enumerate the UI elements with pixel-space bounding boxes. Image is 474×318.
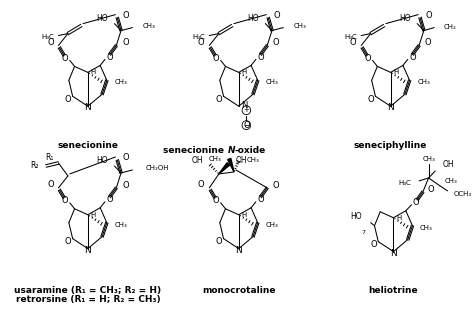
Text: O: O xyxy=(62,196,68,205)
Text: CH₃: CH₃ xyxy=(143,23,155,29)
Text: CH₃: CH₃ xyxy=(417,79,430,85)
Text: CH₃: CH₃ xyxy=(209,156,222,162)
Text: O: O xyxy=(413,198,419,207)
Text: OH: OH xyxy=(443,161,455,169)
Text: HO: HO xyxy=(96,156,108,165)
Text: N: N xyxy=(236,245,242,255)
Text: H: H xyxy=(393,69,399,75)
Text: HO: HO xyxy=(96,14,108,23)
Text: usaramine (R₁ = CH₃; R₂ = H): usaramine (R₁ = CH₃; R₂ = H) xyxy=(14,286,162,295)
Text: O: O xyxy=(47,38,54,47)
Text: O: O xyxy=(216,237,222,246)
Text: N: N xyxy=(387,103,394,112)
Text: CH₃: CH₃ xyxy=(265,79,278,85)
Text: +: + xyxy=(244,107,249,113)
Text: 7: 7 xyxy=(361,230,365,235)
Text: CH₃: CH₃ xyxy=(294,23,307,29)
Text: O: O xyxy=(123,153,129,162)
Text: O: O xyxy=(64,95,71,104)
Text: H: H xyxy=(396,215,401,221)
Text: N: N xyxy=(84,103,91,112)
Text: O: O xyxy=(243,121,250,130)
Text: R₁: R₁ xyxy=(46,153,54,162)
Text: retrorsine (R₁ = H; R₂ = CH₃): retrorsine (R₁ = H; R₂ = CH₃) xyxy=(16,295,160,304)
Text: H₃C: H₃C xyxy=(345,33,357,39)
Text: H: H xyxy=(242,212,247,218)
Text: N: N xyxy=(390,249,397,258)
Text: CH₃: CH₃ xyxy=(422,156,435,162)
Text: R₂: R₂ xyxy=(30,162,38,170)
Text: H: H xyxy=(91,69,96,75)
Text: O: O xyxy=(273,38,280,47)
Text: N: N xyxy=(228,146,235,155)
Text: CH₂OH: CH₂OH xyxy=(146,165,169,171)
Text: O: O xyxy=(426,10,432,20)
Text: O: O xyxy=(273,181,280,190)
Text: N: N xyxy=(84,245,91,255)
Text: O: O xyxy=(64,237,71,246)
Text: N: N xyxy=(241,101,247,110)
Text: monocrotaline: monocrotaline xyxy=(202,286,275,295)
Text: senecionine: senecionine xyxy=(163,146,228,155)
Text: O: O xyxy=(123,10,129,20)
Text: CH₃: CH₃ xyxy=(265,222,278,228)
Text: O: O xyxy=(428,185,434,194)
Text: OH: OH xyxy=(236,156,247,165)
Text: CH₃: CH₃ xyxy=(445,178,457,184)
Text: CH₃: CH₃ xyxy=(114,79,127,85)
Text: O: O xyxy=(106,53,113,62)
Text: H: H xyxy=(242,69,247,75)
Text: −: − xyxy=(243,121,249,130)
Text: O: O xyxy=(213,54,219,63)
Text: HO: HO xyxy=(247,14,259,23)
Text: O: O xyxy=(370,240,377,249)
Text: O: O xyxy=(198,38,205,47)
Text: OH: OH xyxy=(192,156,204,165)
Text: O: O xyxy=(257,53,264,62)
Text: O: O xyxy=(122,181,128,190)
Text: O: O xyxy=(409,53,416,62)
Text: O: O xyxy=(350,38,356,47)
Polygon shape xyxy=(219,163,229,174)
Text: O: O xyxy=(216,95,222,104)
Text: O: O xyxy=(62,54,68,63)
Text: CH₃: CH₃ xyxy=(420,225,433,231)
Polygon shape xyxy=(228,158,234,172)
Text: H₃C: H₃C xyxy=(42,33,55,39)
Text: O: O xyxy=(198,180,205,190)
Text: O: O xyxy=(367,95,374,104)
Text: H₃C: H₃C xyxy=(193,33,206,39)
Text: OCH₃: OCH₃ xyxy=(453,191,471,197)
Text: CH₂: CH₂ xyxy=(444,24,456,30)
Text: O: O xyxy=(425,38,431,47)
Text: O: O xyxy=(257,195,264,204)
Text: H: H xyxy=(91,212,96,218)
Text: CH₃: CH₃ xyxy=(246,157,259,163)
Text: HO: HO xyxy=(399,14,410,23)
Text: H₃C: H₃C xyxy=(399,180,411,186)
Text: CH₃: CH₃ xyxy=(114,222,127,228)
Text: O: O xyxy=(122,38,128,47)
Text: -oxide: -oxide xyxy=(234,146,265,155)
Text: O: O xyxy=(106,195,113,204)
Text: senecionine: senecionine xyxy=(57,141,118,149)
Text: HO: HO xyxy=(350,212,362,221)
Text: heliotrine: heliotrine xyxy=(369,286,418,295)
Text: O: O xyxy=(365,54,371,63)
Text: O: O xyxy=(47,180,54,190)
Text: seneciphylline: seneciphylline xyxy=(354,141,427,149)
Text: O: O xyxy=(274,10,281,20)
Text: O: O xyxy=(213,196,219,205)
